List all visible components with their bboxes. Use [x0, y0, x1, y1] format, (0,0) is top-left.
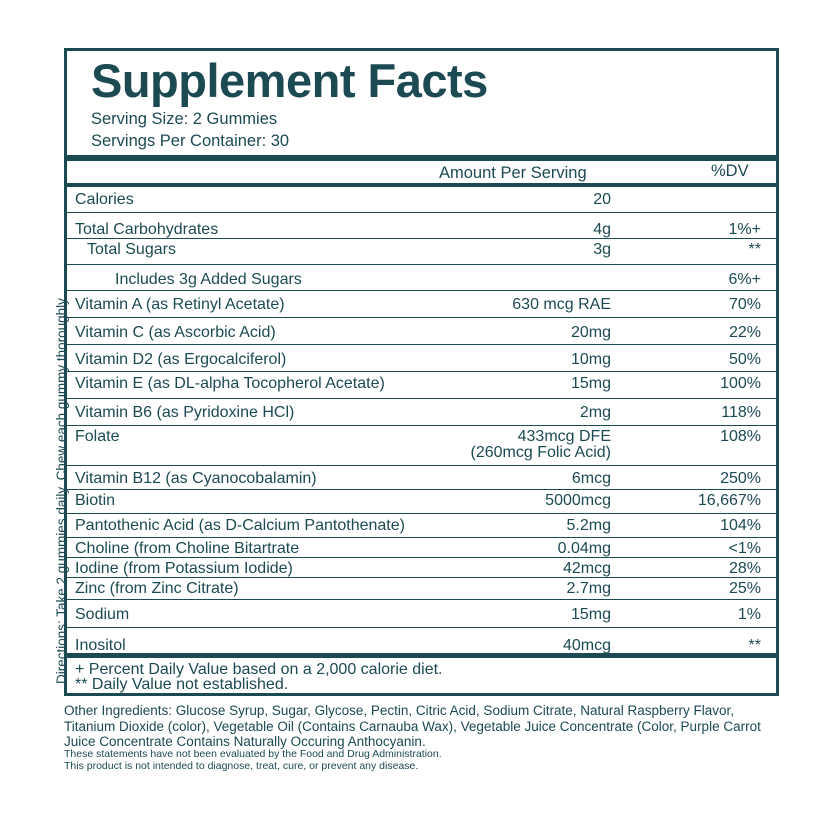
panel-title: Supplement Facts [91, 54, 488, 107]
nutrient-row: Includes 3g Added Sugars 6%+ [67, 264, 776, 290]
nutrient-name: Vitamin B6 (as Pyridoxine HCl) [75, 404, 295, 421]
nutrient-name: Vitamin C (as Ascorbic Acid) [75, 324, 276, 341]
nutrient-row: Total Sugars 3g ** [67, 238, 776, 264]
nutrient-dv: 108% [720, 428, 761, 445]
nutrient-name: Vitamin A (as Retinyl Acetate) [75, 296, 285, 313]
nutrient-dv: 25% [728, 580, 761, 597]
nutrient-amount: 5000mcg [545, 492, 611, 509]
nutrient-row: Folate 433mcg DFE (260mcg Folic Acid) 108% [67, 425, 776, 465]
nutrient-dv: 28% [728, 560, 761, 577]
thick-divider-bottom [67, 653, 776, 658]
thick-divider-top [67, 155, 776, 161]
nutrient-row: Pantothenic Acid (as D-Calcium Pantothen… [67, 513, 776, 537]
nutrient-name: Sodium [75, 606, 130, 623]
nutrient-dv: 118% [721, 404, 761, 421]
nutrient-amount: 2.7mg [566, 580, 611, 597]
fda-disclaimer: These statements have not been evaluated… [64, 748, 442, 760]
nutrient-dv: 1% [737, 606, 761, 623]
amount-header: Amount Per Serving [439, 164, 587, 182]
nutrient-dv: 250% [720, 470, 761, 487]
nutrient-row: Zinc (from Zinc Citrate) 2.7mg 25% [67, 577, 776, 599]
thick-divider-header [67, 183, 776, 187]
nutrient-dv: 50% [728, 351, 761, 368]
other-ingredients: Other Ingredients: Glucose Syrup, Sugar,… [64, 703, 761, 749]
nutrient-name: Includes 3g Added Sugars [115, 271, 302, 288]
dv-header: %DV [711, 162, 749, 180]
nutrient-amount: 42mcg [562, 560, 611, 577]
nutrient-dv: 70% [728, 296, 761, 313]
diagnosis-disclaimer: This product is not intended to diagnose… [64, 760, 419, 772]
nutrient-amount: 5.2mg [566, 517, 611, 534]
nutrient-amount: 10mg [570, 351, 611, 368]
nutrient-name: Vitamin E (as DL-alpha Tocopherol Acetat… [75, 375, 385, 392]
nutrient-amount: 6mcg [571, 470, 611, 487]
nutrient-amount: 630 mcg RAE [512, 296, 611, 313]
nutrient-row: Vitamin C (as Ascorbic Acid) 20mg 22% [67, 317, 776, 344]
nutrient-name: Total Sugars [87, 241, 176, 258]
nutrient-amount: 433mcg DFE [517, 428, 611, 445]
nutrient-row: Vitamin D2 (as Ergocalciferol) 10mg 50% [67, 344, 776, 371]
nutrient-row: Vitamin B12 (as Cyanocobalamin) 6mcg 250% [67, 465, 776, 489]
supplement-facts-panel: Supplement Facts Serving Size: 2 Gummies… [64, 48, 779, 696]
nutrient-name: Total Carbohydrates [75, 221, 219, 238]
nutrient-amount: 3g [593, 241, 611, 258]
nutrient-dv: 1%+ [728, 221, 761, 238]
nutrient-row: Vitamin B6 (as Pyridoxine HCl) 2mg 118% [67, 398, 776, 425]
nutrient-row: Vitamin A (as Retinyl Acetate) 630 mcg RA… [67, 290, 776, 317]
nutrient-name: Vitamin D2 (as Ergocalciferol) [75, 351, 287, 368]
nutrient-amount: 15mg [570, 375, 611, 392]
nutrient-dv: 22% [728, 324, 761, 341]
nutrient-amount: 40mcg [562, 637, 611, 654]
nutrient-name: Biotin [75, 492, 116, 509]
nutrient-row: Choline (from Choline Bitartrate 0.04mg <1… [67, 537, 776, 557]
nutrient-dv: 16,667% [697, 492, 761, 509]
nutrient-row: Iodine (from Potassium Iodide) 42mcg 28% [67, 557, 776, 577]
nutrient-name: Vitamin B12 (as Cyanocobalamin) [75, 470, 317, 487]
nutrient-row: Inositol 40mcg ** [67, 627, 776, 654]
nutrient-name: Iodine (from Potassium Iodide) [75, 560, 293, 577]
nutrient-row: Biotin 5000mcg 16,667% [67, 489, 776, 513]
nutrient-dv: 100% [720, 375, 761, 392]
nutrient-name: Inositol [75, 637, 126, 654]
nutrient-amount: 0.04mg [557, 540, 611, 557]
nutrient-name: Calories [75, 191, 134, 208]
nutrient-row: Vitamin E (as DL-alpha Tocopherol Acetat… [67, 371, 776, 398]
nutrient-dv: ** [748, 241, 761, 258]
nutrient-dv: <1% [728, 540, 761, 557]
nutrient-row: Total Carbohydrates 4g 1%+ [67, 212, 776, 238]
nutrient-amount: 15mg [570, 606, 611, 623]
nutrient-name: Folate [75, 428, 120, 445]
nutrient-amount: 20mg [570, 324, 611, 341]
nutrient-name: Choline (from Choline Bitartrate [75, 540, 300, 557]
nutrient-dv: ** [748, 637, 761, 654]
nutrient-name: Pantothenic Acid (as D-Calcium Pantothen… [75, 517, 405, 534]
nutrient-dv: 104% [720, 517, 761, 534]
nutrient-dv: 6%+ [728, 271, 761, 288]
nutrient-name: Zinc (from Zinc Citrate) [75, 580, 239, 597]
nutrient-amount: 4g [593, 221, 611, 238]
serving-size: Serving Size: 2 Gummies [91, 110, 278, 128]
nutrient-amount: 20 [593, 191, 611, 208]
nutrient-row: Sodium 15mg 1% [67, 599, 776, 627]
footnote-percent-dv: + Percent Daily Value based on a 2,000 c… [75, 661, 443, 678]
nutrient-amount: 2mg [579, 404, 611, 421]
footnote-dv-not-established: ** Daily Value not established. [75, 676, 289, 693]
servings-per-container: Servings Per Container: 30 [91, 132, 290, 150]
nutrient-row: Calories 20 [67, 186, 776, 212]
nutrient-amount-detail: (260mcg Folic Acid) [470, 444, 612, 461]
